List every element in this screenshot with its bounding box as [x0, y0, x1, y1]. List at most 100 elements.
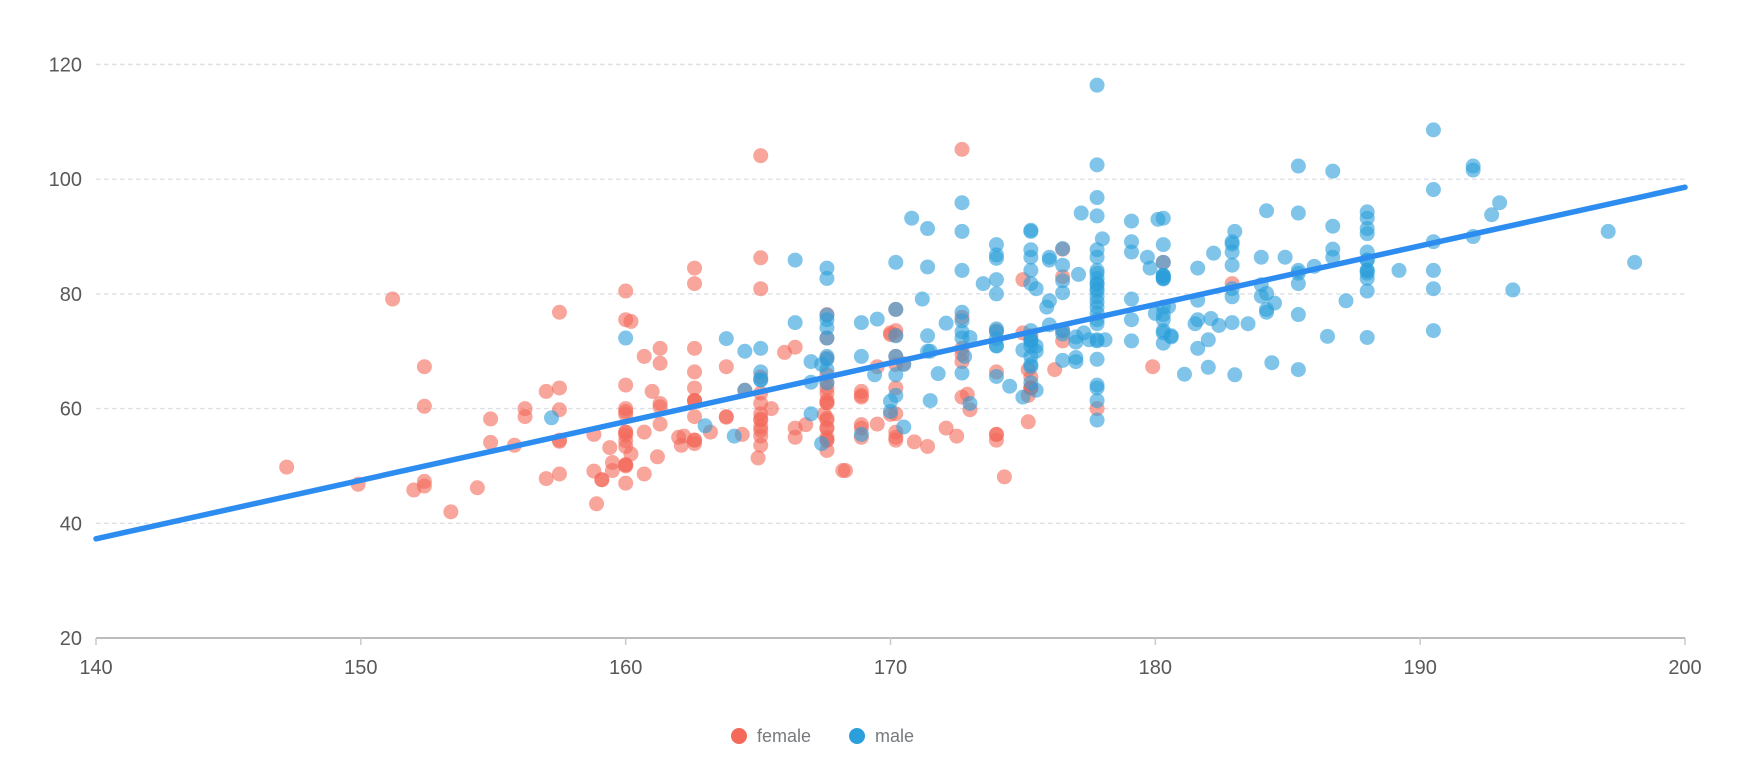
- scatter-point-male[interactable]: [1155, 335, 1171, 351]
- scatter-point-male[interactable]: [1055, 352, 1071, 368]
- scatter-point-male[interactable]: [904, 210, 920, 226]
- scatter-point-male[interactable]: [787, 252, 803, 268]
- scatter-point-female[interactable]: [618, 283, 634, 299]
- scatter-point-male[interactable]: [1071, 266, 1087, 282]
- scatter-point-female[interactable]: [618, 312, 634, 328]
- scatter-point-male[interactable]: [1425, 182, 1441, 198]
- scatter-point-female[interactable]: [652, 355, 668, 371]
- scatter-point-female[interactable]: [618, 427, 634, 443]
- scatter-point-female[interactable]: [483, 434, 499, 450]
- scatter-point-male[interactable]: [957, 348, 973, 364]
- scatter-point-male[interactable]: [867, 367, 883, 383]
- scatter-point-male[interactable]: [1068, 350, 1084, 366]
- scatter-point-female[interactable]: [996, 469, 1012, 485]
- scatter-point-male[interactable]: [1015, 389, 1031, 405]
- scatter-point-male[interactable]: [803, 406, 819, 422]
- scatter-point-female[interactable]: [443, 504, 459, 520]
- scatter-point-male[interactable]: [1391, 262, 1407, 278]
- scatter-point-male[interactable]: [1023, 276, 1039, 292]
- scatter-point-male[interactable]: [1227, 367, 1243, 383]
- scatter-point-female[interactable]: [949, 428, 965, 444]
- scatter-point-female[interactable]: [869, 416, 885, 432]
- scatter-point-male[interactable]: [1290, 158, 1306, 174]
- scatter-point-female[interactable]: [652, 340, 668, 356]
- scatter-point-male[interactable]: [1224, 289, 1240, 305]
- scatter-point-male[interactable]: [1123, 333, 1139, 349]
- scatter-point-male[interactable]: [726, 428, 742, 444]
- scatter-point-male[interactable]: [988, 272, 1004, 288]
- scatter-point-female[interactable]: [416, 473, 432, 489]
- scatter-point-male[interactable]: [1290, 276, 1306, 292]
- scatter-point-male[interactable]: [1240, 316, 1256, 332]
- scatter-point-male[interactable]: [1023, 375, 1039, 391]
- scatter-point-male[interactable]: [1200, 332, 1216, 348]
- scatter-point-male[interactable]: [1190, 260, 1206, 276]
- scatter-point-male[interactable]: [544, 410, 560, 426]
- scatter-point-male[interactable]: [975, 276, 991, 292]
- scatter-point-male[interactable]: [1089, 351, 1105, 367]
- scatter-point-male[interactable]: [1224, 244, 1240, 260]
- scatter-point-male[interactable]: [888, 387, 904, 403]
- scatter-point-female[interactable]: [636, 466, 652, 482]
- scatter-point-female[interactable]: [538, 383, 554, 399]
- scatter-point-male[interactable]: [1200, 359, 1216, 375]
- scatter-point-male[interactable]: [988, 237, 1004, 253]
- scatter-point-female[interactable]: [385, 291, 401, 307]
- scatter-point-male[interactable]: [1089, 393, 1105, 409]
- scatter-point-male[interactable]: [1359, 204, 1375, 220]
- scatter-point-male[interactable]: [1089, 190, 1105, 206]
- scatter-point-female[interactable]: [618, 457, 634, 473]
- scatter-point-male[interactable]: [930, 366, 946, 382]
- scatter-point-female[interactable]: [586, 463, 602, 479]
- scatter-point-female[interactable]: [618, 377, 634, 393]
- scatter-point-female[interactable]: [636, 424, 652, 440]
- scatter-point-male[interactable]: [1089, 262, 1105, 278]
- scatter-point-male[interactable]: [1023, 222, 1039, 238]
- scatter-point-female[interactable]: [652, 395, 668, 411]
- scatter-point-male[interactable]: [819, 260, 835, 276]
- scatter-point-female[interactable]: [750, 450, 766, 466]
- scatter-point-female[interactable]: [517, 401, 533, 417]
- scatter-point-male[interactable]: [1155, 268, 1171, 284]
- legend-item-female[interactable]: female: [730, 727, 811, 745]
- scatter-point-male[interactable]: [1123, 312, 1139, 328]
- scatter-point-male[interactable]: [737, 343, 753, 359]
- scatter-point-female[interactable]: [618, 438, 634, 454]
- scatter-point-female[interactable]: [687, 364, 703, 380]
- scatter-point-male[interactable]: [1224, 315, 1240, 331]
- scatter-point-female[interactable]: [469, 480, 485, 496]
- scatter-point-male[interactable]: [1155, 237, 1171, 253]
- scatter-point-male[interactable]: [1600, 223, 1616, 239]
- scatter-point-male[interactable]: [1277, 249, 1293, 265]
- scatter-point-male[interactable]: [1325, 163, 1341, 179]
- scatter-point-male[interactable]: [1190, 312, 1206, 328]
- scatter-point-female[interactable]: [687, 432, 703, 448]
- scatter-point-male[interactable]: [988, 286, 1004, 302]
- scatter-point-male[interactable]: [938, 315, 954, 331]
- scatter-point-female[interactable]: [687, 380, 703, 396]
- scatter-point-male[interactable]: [1206, 245, 1222, 261]
- scatter-point-male[interactable]: [853, 315, 869, 331]
- scatter-point-male[interactable]: [718, 331, 734, 347]
- scatter-point-male[interactable]: [1123, 291, 1139, 307]
- scatter-point-male[interactable]: [819, 348, 835, 364]
- scatter-point-male[interactable]: [954, 262, 970, 278]
- scatter-point-male[interactable]: [954, 223, 970, 239]
- scatter-point-male[interactable]: [1155, 325, 1171, 341]
- scatter-point-male[interactable]: [888, 367, 904, 383]
- scatter-point-female[interactable]: [604, 455, 620, 471]
- scatter-point-male[interactable]: [1176, 366, 1192, 382]
- scatter-point-male[interactable]: [920, 259, 936, 275]
- scatter-point-male[interactable]: [1338, 293, 1354, 309]
- scatter-point-female[interactable]: [888, 432, 904, 448]
- scatter-point-male[interactable]: [988, 247, 1004, 263]
- scatter-point-male[interactable]: [888, 254, 904, 270]
- scatter-point-male[interactable]: [962, 395, 978, 411]
- scatter-point-male[interactable]: [1253, 249, 1269, 265]
- scatter-point-female[interactable]: [787, 339, 803, 355]
- scatter-point-male[interactable]: [888, 328, 904, 344]
- scatter-point-male[interactable]: [1627, 254, 1643, 270]
- legend-item-male[interactable]: male: [849, 727, 914, 745]
- scatter-point-male[interactable]: [1155, 254, 1171, 270]
- scatter-point-male[interactable]: [1023, 262, 1039, 278]
